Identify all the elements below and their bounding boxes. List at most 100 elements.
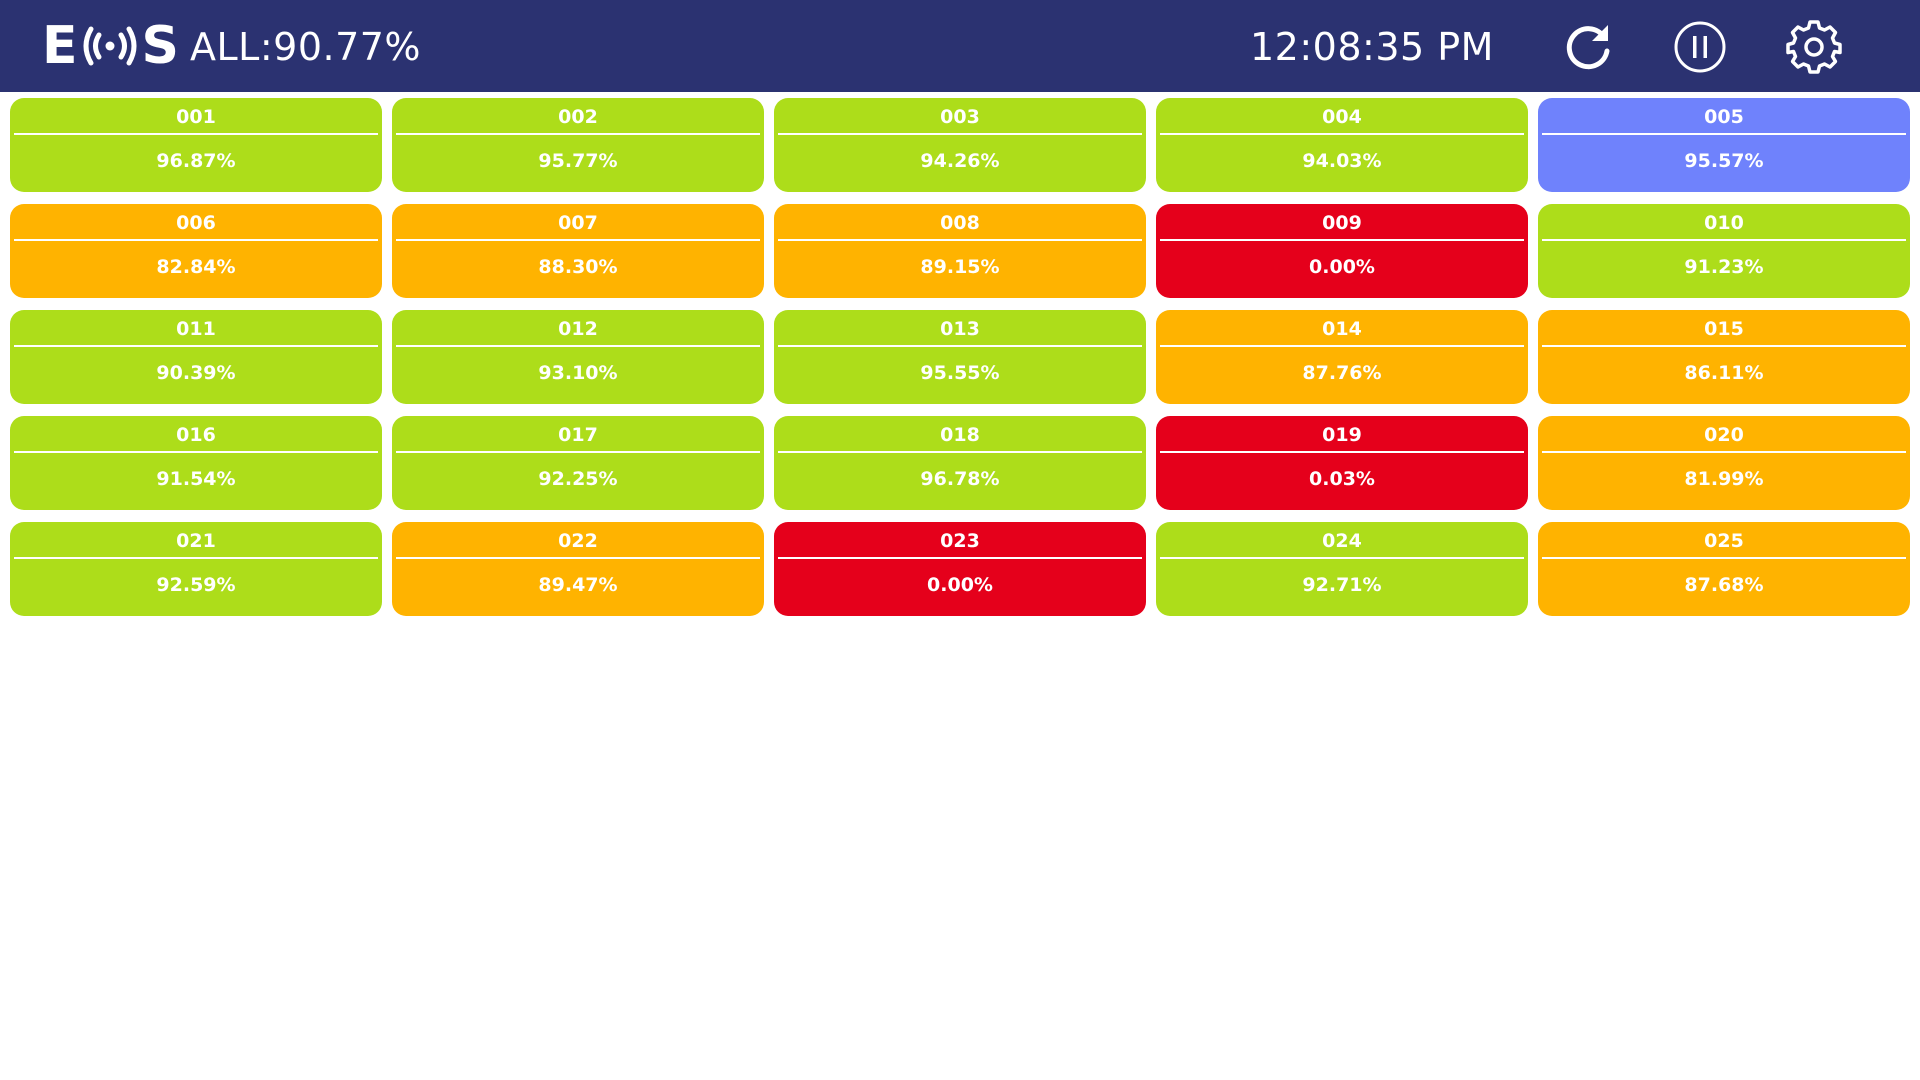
station-percentage: 95.77% xyxy=(538,150,618,172)
station-percentage: 82.84% xyxy=(156,256,236,278)
top-bar: E S ALL:90.77% 12:08:35 PM xyxy=(0,0,1920,92)
station-tile[interactable]: 016 91.54% xyxy=(10,416,382,510)
station-percentage: 91.23% xyxy=(1684,256,1764,278)
tile-divider xyxy=(396,345,760,347)
station-tile[interactable]: 014 87.76% xyxy=(1156,310,1528,404)
station-tile[interactable]: 007 88.30% xyxy=(392,204,764,298)
tile-divider xyxy=(396,557,760,559)
station-tile[interactable]: 025 87.68% xyxy=(1538,522,1910,616)
station-percentage: 94.26% xyxy=(920,150,1000,172)
station-percentage: 86.11% xyxy=(1684,362,1764,384)
station-percentage: 95.55% xyxy=(920,362,1000,384)
refresh-button[interactable] xyxy=(1560,19,1616,75)
station-id: 007 xyxy=(558,212,598,234)
station-grid: 001 96.87% 002 95.77% 003 94.26% 004 94.03% 005 9… xyxy=(10,98,1910,616)
station-tile[interactable]: 015 86.11% xyxy=(1538,310,1910,404)
station-id: 009 xyxy=(1322,212,1362,234)
station-id: 003 xyxy=(940,106,980,128)
tile-divider xyxy=(14,451,378,453)
station-tile[interactable]: 001 96.87% xyxy=(10,98,382,192)
station-percentage: 96.78% xyxy=(920,468,1000,490)
station-percentage: 92.59% xyxy=(156,574,236,596)
station-id: 015 xyxy=(1704,318,1744,340)
station-percentage: 0.03% xyxy=(1309,468,1375,490)
station-percentage: 90.39% xyxy=(156,362,236,384)
station-percentage: 87.68% xyxy=(1684,574,1764,596)
station-id: 005 xyxy=(1704,106,1744,128)
station-tile[interactable]: 005 95.57% xyxy=(1538,98,1910,192)
clock-time: 12:08:35 PM xyxy=(1250,25,1494,69)
station-tile[interactable]: 006 82.84% xyxy=(10,204,382,298)
tile-divider xyxy=(1160,239,1524,241)
station-tile[interactable]: 003 94.26% xyxy=(774,98,1146,192)
logo-letter-e: E xyxy=(42,16,78,76)
station-tile[interactable]: 021 92.59% xyxy=(10,522,382,616)
station-tile[interactable]: 019 0.03% xyxy=(1156,416,1528,510)
station-tile[interactable]: 018 96.78% xyxy=(774,416,1146,510)
station-id: 021 xyxy=(176,530,216,552)
tile-divider xyxy=(14,557,378,559)
station-id: 022 xyxy=(558,530,598,552)
station-tile[interactable]: 022 89.47% xyxy=(392,522,764,616)
tile-divider xyxy=(1160,133,1524,135)
station-tile[interactable]: 023 0.00% xyxy=(774,522,1146,616)
settings-button[interactable] xyxy=(1786,19,1842,75)
pause-button[interactable] xyxy=(1672,19,1728,75)
tile-divider xyxy=(778,345,1142,347)
station-id: 016 xyxy=(176,424,216,446)
station-id: 017 xyxy=(558,424,598,446)
pause-icon xyxy=(1674,21,1726,73)
station-id: 004 xyxy=(1322,106,1362,128)
station-tile[interactable]: 004 94.03% xyxy=(1156,98,1528,192)
station-tile[interactable]: 009 0.00% xyxy=(1156,204,1528,298)
station-tile[interactable]: 024 92.71% xyxy=(1156,522,1528,616)
station-percentage: 87.76% xyxy=(1302,362,1382,384)
tile-divider xyxy=(778,557,1142,559)
tile-divider xyxy=(14,133,378,135)
tile-divider xyxy=(1160,557,1524,559)
station-percentage: 92.25% xyxy=(538,468,618,490)
tile-divider xyxy=(778,451,1142,453)
station-id: 023 xyxy=(940,530,980,552)
station-tile[interactable]: 017 92.25% xyxy=(392,416,764,510)
station-id: 025 xyxy=(1704,530,1744,552)
station-id: 020 xyxy=(1704,424,1744,446)
tile-divider xyxy=(396,451,760,453)
station-tile[interactable]: 012 93.10% xyxy=(392,310,764,404)
station-id: 006 xyxy=(176,212,216,234)
station-tile[interactable]: 002 95.77% xyxy=(392,98,764,192)
tile-divider xyxy=(396,239,760,241)
tile-divider xyxy=(1542,133,1906,135)
station-percentage: 94.03% xyxy=(1302,150,1382,172)
station-id: 002 xyxy=(558,106,598,128)
tile-divider xyxy=(1160,451,1524,453)
station-percentage: 0.00% xyxy=(1309,256,1375,278)
tile-divider xyxy=(14,345,378,347)
gear-icon xyxy=(1786,20,1842,74)
tile-divider xyxy=(1542,557,1906,559)
station-percentage: 93.10% xyxy=(538,362,618,384)
tile-divider xyxy=(1542,345,1906,347)
station-id: 010 xyxy=(1704,212,1744,234)
station-id: 019 xyxy=(1322,424,1362,446)
station-percentage: 96.87% xyxy=(156,150,236,172)
station-percentage: 95.57% xyxy=(1684,150,1764,172)
station-tile[interactable]: 013 95.55% xyxy=(774,310,1146,404)
station-id: 011 xyxy=(176,318,216,340)
overall-percentage: ALL:90.77% xyxy=(190,25,422,69)
station-percentage: 91.54% xyxy=(156,468,236,490)
station-tile[interactable]: 008 89.15% xyxy=(774,204,1146,298)
refresh-icon xyxy=(1566,25,1610,70)
station-percentage: 88.30% xyxy=(538,256,618,278)
app-logo: E S xyxy=(42,19,179,73)
station-tile[interactable]: 020 81.99% xyxy=(1538,416,1910,510)
tile-divider xyxy=(396,133,760,135)
station-id: 012 xyxy=(558,318,598,340)
station-tile[interactable]: 011 90.39% xyxy=(10,310,382,404)
signal-waves-logo-icon xyxy=(83,26,137,66)
tile-divider xyxy=(1542,239,1906,241)
station-tile[interactable]: 010 91.23% xyxy=(1538,204,1910,298)
station-id: 001 xyxy=(176,106,216,128)
station-id: 013 xyxy=(940,318,980,340)
station-id: 008 xyxy=(940,212,980,234)
